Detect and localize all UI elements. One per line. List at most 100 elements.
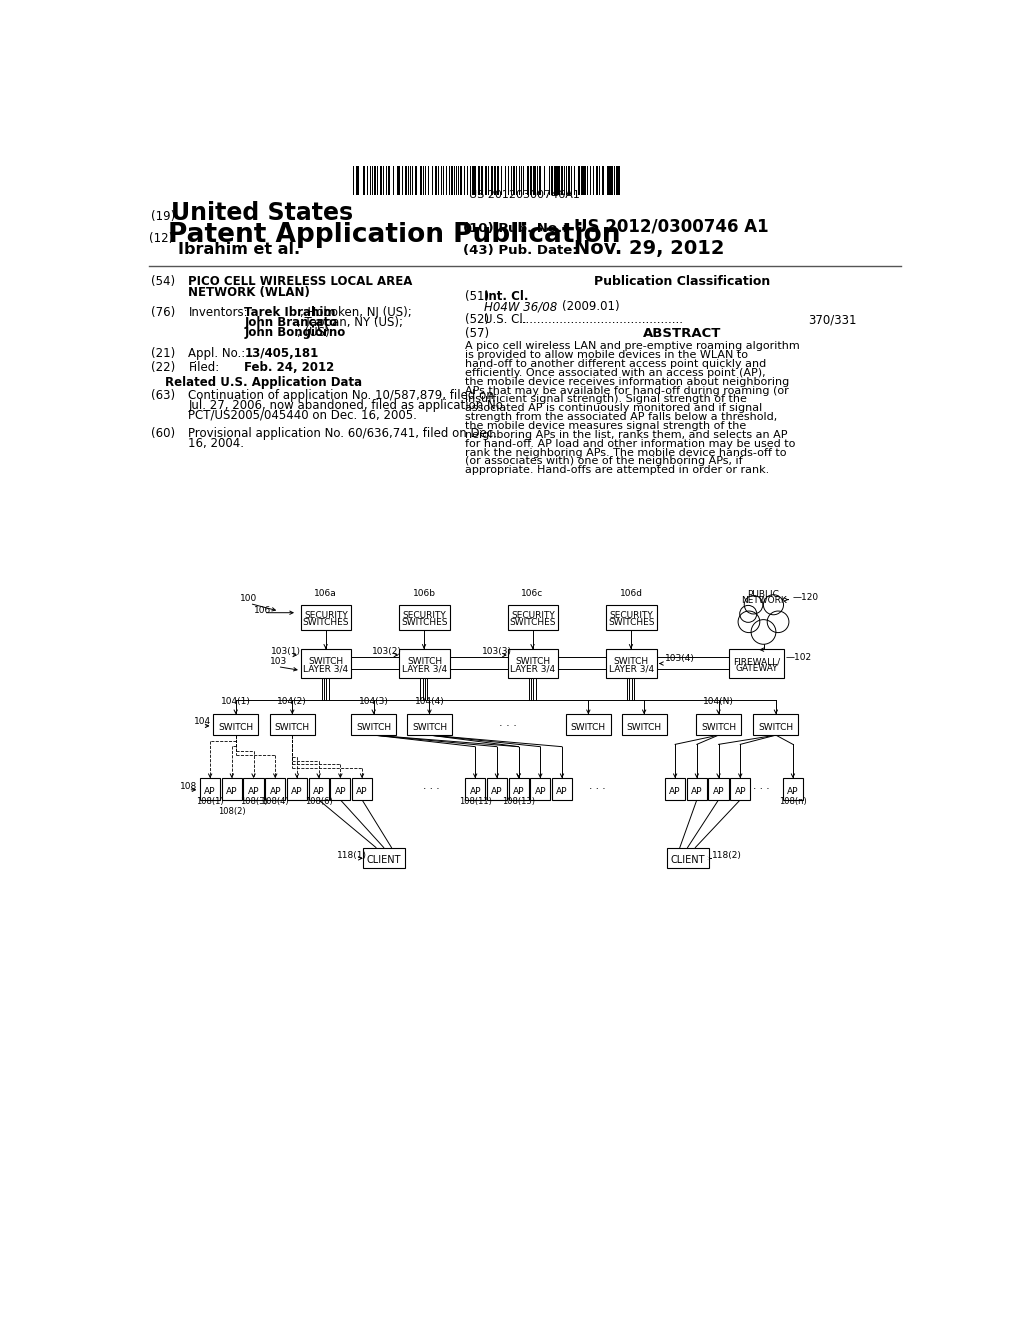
Bar [585, 166, 586, 195]
Text: (12): (12) [148, 231, 173, 244]
Text: PUBLIC: PUBLIC [748, 590, 779, 599]
Text: 118(1): 118(1) [337, 850, 368, 859]
Text: SWITCH: SWITCH [218, 722, 253, 731]
Bar [505, 166, 506, 195]
Text: 106b: 106b [413, 589, 435, 598]
Text: SWITCH: SWITCH [613, 657, 649, 667]
Bar [398, 166, 400, 195]
Bar [452, 166, 453, 195]
Bar [460, 166, 462, 195]
Text: 108(3): 108(3) [240, 797, 267, 807]
Bar [352, 166, 354, 195]
Text: associated AP is continuously monitored and if signal: associated AP is continuously monitored … [465, 404, 763, 413]
Text: 103(1): 103(1) [271, 647, 301, 656]
Bar [578, 166, 580, 195]
Text: SWITCH: SWITCH [627, 722, 662, 731]
Bar [420, 166, 422, 195]
Text: 370/331: 370/331 [808, 313, 856, 326]
Text: 104(4): 104(4) [415, 697, 444, 706]
Text: (51): (51) [465, 290, 489, 304]
Text: SWITCH: SWITCH [759, 722, 794, 731]
Bar [561, 166, 563, 195]
Text: SWITCH: SWITCH [356, 722, 391, 731]
Bar [607, 166, 608, 195]
Text: US 20120300746A1: US 20120300746A1 [469, 190, 581, 201]
Bar [587, 166, 589, 195]
Bar [362, 847, 406, 867]
Bar [590, 166, 592, 195]
Bar [513, 166, 515, 195]
Bar [754, 714, 799, 735]
Text: (63): (63) [152, 388, 175, 401]
Bar [616, 166, 618, 195]
Text: AP: AP [248, 787, 259, 796]
Bar [474, 166, 476, 195]
Text: GATEWAY: GATEWAY [735, 664, 778, 673]
Text: SWITCH: SWITCH [570, 722, 606, 731]
Text: NETWORK (WLAN): NETWORK (WLAN) [188, 286, 310, 300]
Bar [331, 779, 350, 800]
Bar [622, 714, 667, 735]
Bar [609, 166, 611, 195]
Bar [614, 166, 615, 195]
Text: U.S. Cl.: U.S. Cl. [484, 313, 527, 326]
Circle shape [744, 595, 763, 614]
Bar [244, 779, 263, 800]
Circle shape [763, 595, 783, 615]
Bar [472, 166, 474, 195]
Text: 108(13): 108(13) [502, 797, 536, 807]
Text: efficiently. Once associated with an access point (AP),: efficiently. Once associated with an acc… [465, 368, 766, 378]
Text: AP: AP [313, 787, 325, 796]
Text: —102: —102 [786, 652, 812, 661]
Text: (or associates with) one of the neighboring APs, if: (or associates with) one of the neighbor… [465, 457, 742, 466]
Bar [730, 779, 751, 800]
Text: AP: AP [269, 787, 281, 796]
Bar [518, 166, 520, 195]
Text: Patent Application Publication: Patent Application Publication [168, 222, 621, 248]
Text: (54): (54) [152, 276, 175, 289]
Text: NETWORK: NETWORK [740, 597, 786, 606]
Text: 106d: 106d [620, 589, 642, 598]
Bar [377, 166, 378, 195]
Text: 106a: 106a [314, 589, 337, 598]
Bar [696, 714, 741, 735]
Bar [551, 166, 554, 195]
Text: SWITCHES: SWITCHES [510, 618, 556, 627]
Text: SWITCHES: SWITCHES [608, 618, 654, 627]
Text: (22): (22) [152, 360, 175, 374]
Text: Tarek Ibrahim: Tarek Ibrahim [245, 306, 336, 319]
Bar [568, 166, 569, 195]
Bar [527, 166, 528, 195]
Bar [351, 714, 396, 735]
Text: AP: AP [205, 787, 216, 796]
Bar [374, 166, 376, 195]
Text: SECURITY: SECURITY [609, 611, 653, 620]
Bar [494, 166, 496, 195]
Text: 108(n): 108(n) [779, 797, 807, 807]
Bar [566, 714, 611, 735]
Text: SWITCH: SWITCH [407, 657, 442, 667]
Bar [406, 166, 407, 195]
Text: AP: AP [556, 787, 567, 796]
Text: Int. Cl.: Int. Cl. [484, 290, 529, 304]
Bar [423, 166, 424, 195]
Text: AP: AP [787, 787, 799, 796]
Bar [729, 649, 784, 678]
Text: Jul. 27, 2006, now abandoned, filed as application No.: Jul. 27, 2006, now abandoned, filed as a… [188, 399, 507, 412]
Bar [508, 649, 558, 678]
Bar [388, 166, 390, 195]
Bar [445, 166, 447, 195]
Bar [539, 166, 541, 195]
Text: AP: AP [535, 787, 546, 796]
Bar [486, 779, 507, 800]
Text: Publication Classification: Publication Classification [594, 276, 770, 289]
Bar [487, 166, 489, 195]
Text: 104(2): 104(2) [278, 697, 307, 706]
Text: (60): (60) [152, 428, 175, 440]
Circle shape [738, 611, 760, 632]
Text: AP: AP [492, 787, 503, 796]
Text: SECURITY: SECURITY [511, 611, 555, 620]
Text: 13/405,181: 13/405,181 [245, 347, 318, 360]
Text: (52): (52) [465, 313, 489, 326]
Text: (57): (57) [465, 327, 489, 341]
